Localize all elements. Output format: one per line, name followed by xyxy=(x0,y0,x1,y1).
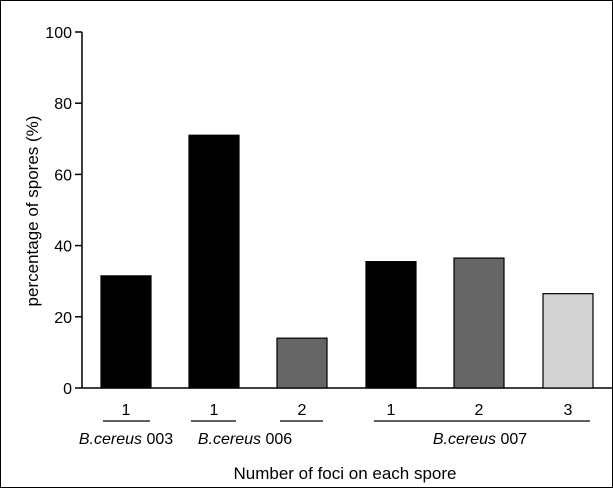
x-tick-label: 1 xyxy=(387,402,396,419)
x-tick-label: 1 xyxy=(210,402,219,419)
bar xyxy=(365,261,417,389)
group-label: B.cereus 007 xyxy=(433,431,527,448)
y-tick-label: 20 xyxy=(54,310,72,327)
y-tick-label: 80 xyxy=(54,96,72,113)
y-tick-label: 100 xyxy=(45,25,72,42)
group-label-strain: 007 xyxy=(496,431,527,448)
group-label-species: B.cereus xyxy=(198,431,261,448)
y-tick-label: 40 xyxy=(54,239,72,256)
bar xyxy=(453,257,505,389)
x-axis-label: Number of foci on each spore xyxy=(233,464,456,483)
x-tick-label: 3 xyxy=(564,402,573,419)
group-label-strain: 003 xyxy=(142,431,173,448)
y-tick-label: 60 xyxy=(54,167,72,184)
group-label-species: B.cereus xyxy=(79,431,142,448)
x-tick-label: 2 xyxy=(298,402,307,419)
group-label-strain: 006 xyxy=(261,431,292,448)
bar xyxy=(542,293,594,389)
x-tick-labels: 1 1 2 1 2 3 xyxy=(122,402,573,419)
bar xyxy=(276,337,328,389)
group-label: B.cereus 006 xyxy=(198,431,292,448)
bars xyxy=(100,134,594,389)
group-label: B.cereus 003 xyxy=(79,431,173,448)
group-labels: B.cereus 003 B.cereus 006 B.cereus 007 xyxy=(79,420,590,448)
y-tick-label: 0 xyxy=(63,381,72,398)
x-tick-label: 2 xyxy=(475,402,484,419)
bar xyxy=(100,275,152,389)
y-axis-label: percentage of spores (%) xyxy=(23,116,42,307)
bar xyxy=(188,134,240,389)
x-tick-label: 1 xyxy=(122,402,131,419)
group-label-species: B.cereus xyxy=(433,431,496,448)
y-axis: 0 20 40 60 80 100 xyxy=(45,25,83,398)
